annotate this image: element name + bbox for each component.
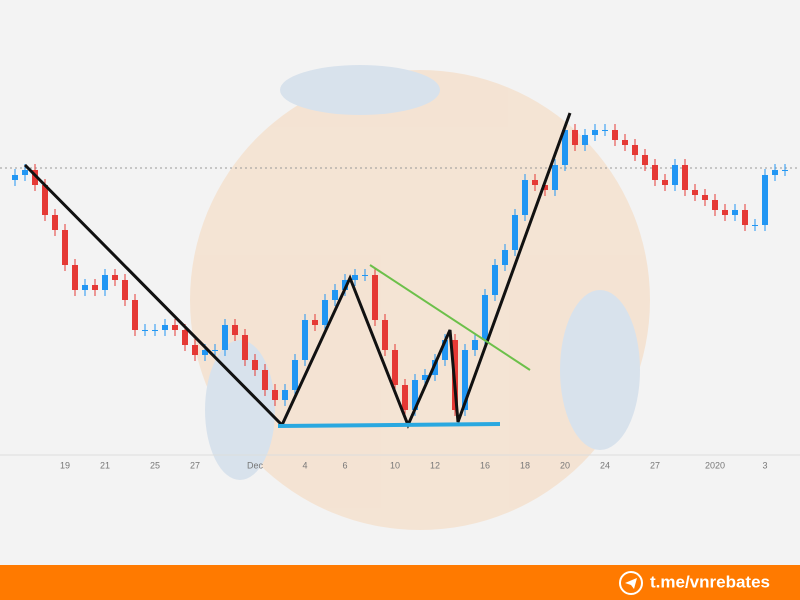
candle-body <box>212 350 218 351</box>
candle-body <box>142 330 148 331</box>
candle-body <box>222 325 228 350</box>
candle-body <box>702 195 708 200</box>
candle-body <box>782 170 788 171</box>
candle-body <box>772 170 778 175</box>
candle-body <box>342 280 348 290</box>
x-tick-label: 16 <box>480 460 490 470</box>
candle-body <box>492 265 498 295</box>
candle-body <box>182 330 188 345</box>
candle-body <box>202 350 208 355</box>
candle-body <box>72 265 78 290</box>
candle-body <box>602 130 608 131</box>
candle-body <box>642 155 648 165</box>
candle-body <box>192 345 198 355</box>
x-tick-label: 12 <box>430 460 440 470</box>
candle-body <box>382 320 388 350</box>
candle-body <box>682 165 688 190</box>
candle-body <box>152 330 158 331</box>
candle-body <box>392 350 398 385</box>
candle-body <box>752 225 758 226</box>
x-tick-label: 20 <box>560 460 570 470</box>
x-tick-label: 10 <box>390 460 400 470</box>
candle-body <box>482 295 488 340</box>
candle-body <box>332 290 338 300</box>
candle-body <box>552 165 558 190</box>
candle-body <box>232 325 238 335</box>
telegram-plane <box>625 578 637 589</box>
candle-body <box>372 275 378 320</box>
candle-body <box>162 325 168 330</box>
candle-body <box>712 200 718 210</box>
candle-body <box>402 385 408 410</box>
candle-body <box>762 175 768 225</box>
candle-body <box>302 320 308 360</box>
candle-body <box>362 275 368 276</box>
candle-body <box>422 375 428 380</box>
candle-body <box>82 285 88 290</box>
candle-body <box>512 215 518 250</box>
candle-body <box>102 275 108 290</box>
x-tick-label: 27 <box>650 460 660 470</box>
x-tick-label: 24 <box>600 460 610 470</box>
candle-body <box>472 340 478 350</box>
candle-body <box>312 320 318 325</box>
candle-body <box>732 210 738 215</box>
candle-body <box>442 340 448 360</box>
candle-body <box>352 275 358 280</box>
x-tick-label: 4 <box>302 460 307 470</box>
candle-body <box>252 360 258 370</box>
candle-body <box>622 140 628 145</box>
x-tick-label: 6 <box>342 460 347 470</box>
candle-body <box>12 175 18 180</box>
candle-body <box>632 145 638 155</box>
candle-body <box>52 215 58 230</box>
candle-body <box>532 180 538 185</box>
candle-body <box>92 285 98 290</box>
candle-body <box>462 350 468 410</box>
x-tick-label: 19 <box>60 460 70 470</box>
candle-body <box>582 135 588 145</box>
candle-body <box>242 335 248 360</box>
footer-link[interactable]: t.me/vnrebates <box>650 572 770 591</box>
support-line <box>277 422 501 428</box>
candle-body <box>742 210 748 225</box>
candle-body <box>692 190 698 195</box>
candle-body <box>62 230 68 265</box>
footer <box>0 565 800 600</box>
x-tick-label: 2020 <box>705 460 725 470</box>
resistance-line <box>369 264 531 371</box>
candle-body <box>502 250 508 265</box>
candle-body <box>672 165 678 185</box>
candle-body <box>612 130 618 140</box>
candle-body <box>662 180 668 185</box>
candle-body <box>262 370 268 390</box>
candle-body <box>282 390 288 400</box>
x-tick-label: Dec <box>247 460 264 470</box>
x-tick-label: 21 <box>100 460 110 470</box>
candle-body <box>42 185 48 215</box>
candle-body <box>522 180 528 215</box>
candle-body <box>412 380 418 410</box>
candle-body <box>112 275 118 280</box>
candle-body <box>22 170 28 175</box>
x-tick-label: 25 <box>150 460 160 470</box>
candle-body <box>592 130 598 135</box>
candle-body <box>132 300 138 330</box>
candle-body <box>292 360 298 390</box>
candle-body <box>542 185 548 190</box>
candle-body <box>652 165 658 180</box>
candle-body <box>572 130 578 145</box>
candle-body <box>322 300 328 325</box>
candle-body <box>122 280 128 300</box>
x-tick-label: 27 <box>190 460 200 470</box>
candle-body <box>272 390 278 400</box>
telegram-icon <box>619 571 643 595</box>
candle-body <box>32 170 38 185</box>
candle-body <box>172 325 178 330</box>
x-tick-label: 18 <box>520 460 530 470</box>
candle-body <box>562 130 568 165</box>
x-tick-label: 3 <box>762 460 767 470</box>
candle-body <box>722 210 728 215</box>
